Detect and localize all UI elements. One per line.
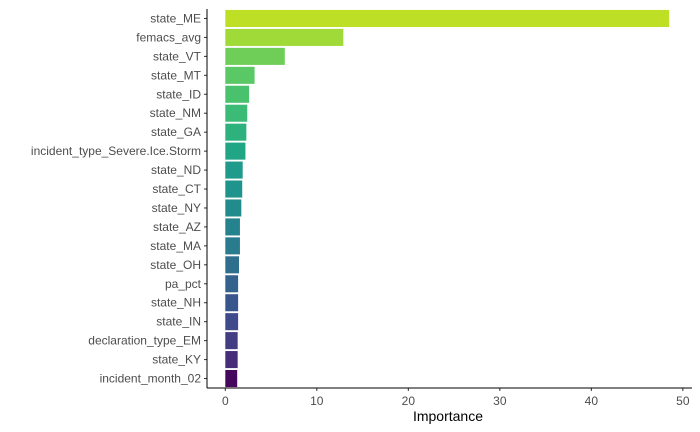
bar-state_NY <box>225 199 242 217</box>
bar-state_VT <box>225 47 285 65</box>
y-tick-label: pa_pct <box>165 277 202 291</box>
bar-state_MA <box>225 237 240 255</box>
y-tick-label: state_VT <box>153 49 202 63</box>
bar-state_NM <box>225 104 248 122</box>
bar-state_NH <box>225 294 239 312</box>
bars-group <box>225 9 670 388</box>
bar-declaration_type_EM <box>225 332 238 350</box>
x-tick-label: 0 <box>222 394 229 408</box>
y-tick-label: state_KY <box>152 353 201 367</box>
y-tick-label: state_ID <box>156 87 201 101</box>
y-tick-label: declaration_type_EM <box>88 334 201 348</box>
bar-state_IN <box>225 313 239 331</box>
x-tick-label: 50 <box>676 394 690 408</box>
y-tick-labels: state_ME femacs_avg state_VT state_MT state_… <box>31 11 207 386</box>
bar-state_OH <box>225 256 240 274</box>
x-tick-label: 40 <box>585 394 599 408</box>
y-tick-label: state_MA <box>150 239 201 253</box>
bar-incident_type_Severe.Ice.Storm <box>225 142 246 160</box>
y-tick-label: state_AZ <box>153 220 201 234</box>
x-tick-label: 20 <box>402 394 416 408</box>
bar-state_KY <box>225 351 238 369</box>
y-tick-label: state_NY <box>152 201 201 215</box>
x-tick-label: 30 <box>493 394 507 408</box>
x-axis-title: Importance <box>413 408 483 424</box>
y-tick-label: state_CT <box>152 182 201 196</box>
y-tick-label: state_OH <box>150 258 201 272</box>
y-tick-label: state_ME <box>150 11 201 25</box>
y-tick-label: state_GA <box>151 125 201 139</box>
x-ticks: 0 10 20 30 40 50 <box>222 388 690 408</box>
y-tick-label: incident_month_02 <box>100 372 202 386</box>
y-tick-label: incident_type_Severe.Ice.Storm <box>31 144 201 158</box>
bar-state_ME <box>225 9 670 28</box>
y-tick-label: state_NH <box>151 296 201 310</box>
y-tick-label: state_IN <box>156 315 201 329</box>
bar-state_ID <box>225 85 250 103</box>
bar-state_MT <box>225 66 255 84</box>
y-tick-label: state_NM <box>150 106 201 120</box>
x-tick-label: 10 <box>310 394 324 408</box>
bar-state_ND <box>225 161 243 179</box>
bar-state_CT <box>225 180 243 198</box>
bar-incident_month_02 <box>225 369 238 388</box>
bar-state_AZ <box>225 218 240 236</box>
y-tick-label: state_ND <box>151 163 201 177</box>
y-tick-label: femacs_avg <box>136 30 201 44</box>
y-tick-label: state_MT <box>151 68 202 82</box>
bar-femacs_avg <box>225 28 344 46</box>
bar-pa_pct <box>225 275 239 293</box>
bar-state_GA <box>225 123 247 141</box>
